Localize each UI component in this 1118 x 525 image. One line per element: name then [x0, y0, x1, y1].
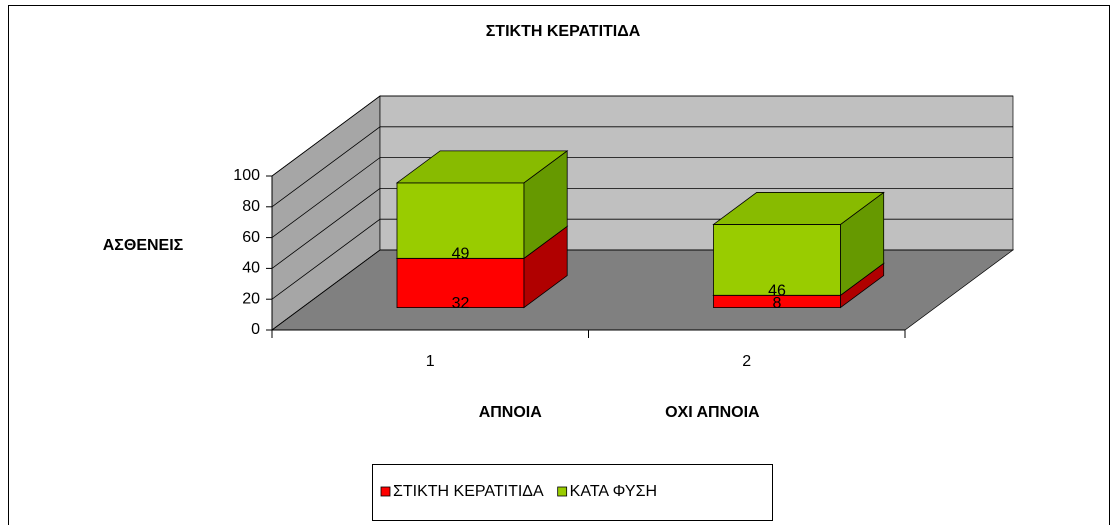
- y-tick-label: 40: [242, 260, 260, 277]
- legend-label: ΚΑΤΑ ΦΥΣΗ: [570, 483, 657, 500]
- y-tick-label: 0: [251, 321, 260, 338]
- data-label: 8: [773, 295, 782, 312]
- legend-box: [372, 464, 773, 521]
- category-group-label: ΑΠΝΟΙΑ: [479, 404, 543, 421]
- chart-title: ΣΤΙΚΤΗ ΚΕΡΑΤΙΤΙΔΑ: [486, 23, 641, 40]
- data-label: 32: [452, 295, 470, 312]
- y-tick-label: 60: [242, 229, 260, 246]
- grid-line: [271, 157, 1013, 238]
- bar-segment: [396, 257, 525, 309]
- bar-segment-top: [395, 150, 569, 184]
- legend-label: ΣΤΙΚΤΗ ΚΕΡΑΤΙΤΙΔΑ: [393, 483, 544, 500]
- y-tick-label: 20: [242, 290, 260, 307]
- grid-line: [271, 187, 1013, 269]
- grid-line: [271, 95, 1013, 177]
- x-tick-label: 1: [426, 353, 435, 370]
- floor: [270, 249, 1015, 331]
- x-tick-label: 2: [742, 353, 751, 370]
- bar-segment-top: [712, 192, 885, 225]
- grid-line: [271, 126, 1013, 208]
- y-tick-label: 80: [242, 198, 260, 215]
- legend-swatch: [557, 486, 568, 497]
- y-axis-label: ΑΣΘΕΝΕΙΣ: [103, 237, 184, 254]
- data-label: 49: [452, 246, 470, 263]
- data-label: 46: [768, 282, 786, 299]
- y-tick-label: 100: [233, 167, 260, 184]
- bar-segment: [396, 182, 525, 259]
- legend-swatch: [380, 486, 391, 497]
- category-group-label: ΟΧΙ ΑΠΝΟΙΑ: [665, 404, 760, 421]
